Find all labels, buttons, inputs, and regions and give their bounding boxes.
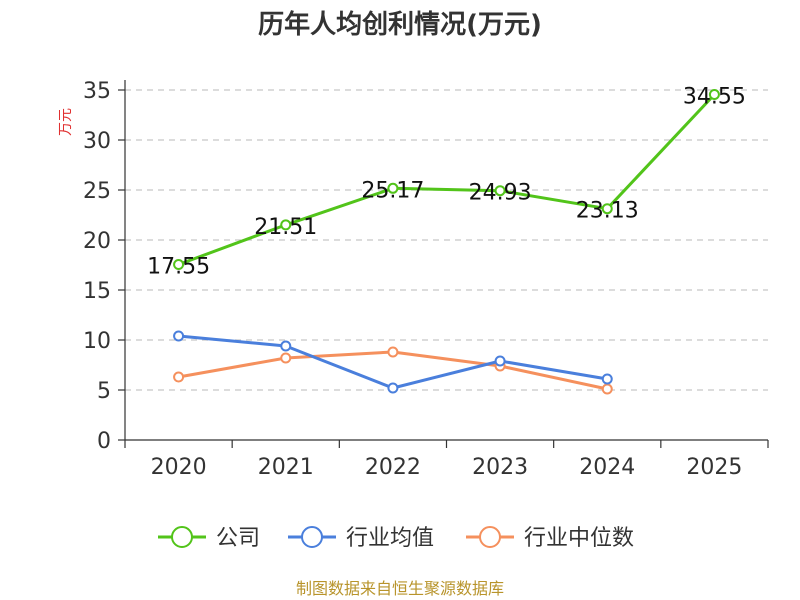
legend-label: 行业均值 bbox=[346, 526, 434, 551]
data-point bbox=[708, 89, 720, 100]
y-tick-label: 0 bbox=[97, 429, 111, 454]
data-point bbox=[280, 340, 292, 352]
series-0: 17.55 21.51 25.17 24.93 23.13 34.55 bbox=[147, 85, 746, 280]
data-point bbox=[601, 373, 613, 385]
data-point bbox=[173, 259, 185, 270]
data-label: 25.17 bbox=[361, 178, 424, 203]
y-tick-label: 25 bbox=[83, 179, 111, 204]
series-line bbox=[178, 334, 608, 390]
y-tick-label: 35 bbox=[83, 79, 111, 104]
legend-item-2[interactable]: 行业中位数 bbox=[466, 526, 634, 551]
data-point bbox=[173, 371, 185, 383]
data-point bbox=[387, 382, 399, 394]
x-tick-label: 2024 bbox=[579, 455, 635, 480]
data-label: 23.13 bbox=[576, 199, 639, 224]
legend-marker bbox=[479, 526, 501, 548]
y-axis-label: 万元 bbox=[58, 108, 74, 136]
series-1 bbox=[173, 330, 613, 394]
x-tick-label: 2023 bbox=[472, 455, 528, 480]
x-tick-label: 2021 bbox=[258, 455, 314, 480]
x-tick-label: 2020 bbox=[151, 455, 207, 480]
y-tick-label: 10 bbox=[83, 329, 111, 354]
data-point bbox=[280, 352, 292, 364]
source-note: 制图数据来自恒生聚源数据库 bbox=[296, 579, 504, 598]
data-label: 24.93 bbox=[469, 181, 532, 206]
y-tick-label: 20 bbox=[83, 229, 111, 254]
y-tick-label: 30 bbox=[83, 129, 111, 154]
legend-item-0[interactable]: 公司 bbox=[158, 526, 260, 551]
legend-marker bbox=[171, 526, 193, 548]
legend-label: 公司 bbox=[216, 526, 260, 551]
data-point bbox=[494, 355, 506, 367]
y-tick-label: 5 bbox=[97, 379, 111, 404]
legend-marker bbox=[301, 526, 323, 548]
series-group: 17.55 21.51 25.17 24.93 23.13 34.55 bbox=[147, 85, 746, 395]
legend[interactable]: 公司 行业均值 行业中位数 bbox=[158, 526, 634, 551]
data-label: 34.55 bbox=[683, 85, 746, 110]
data-point bbox=[494, 185, 506, 197]
data-point bbox=[387, 346, 399, 358]
y-tick-label: 15 bbox=[83, 279, 111, 304]
data-label: 17.55 bbox=[147, 255, 210, 280]
series-line bbox=[178, 93, 716, 266]
x-tick-label: 2022 bbox=[365, 455, 421, 480]
data-label: 21.51 bbox=[254, 215, 317, 240]
legend-label: 行业中位数 bbox=[524, 526, 634, 551]
legend-item-1[interactable]: 行业均值 bbox=[288, 526, 434, 551]
x-tick-label: 2025 bbox=[686, 455, 742, 480]
data-point bbox=[601, 203, 613, 215]
chart-title: 历年人均创利情况(万元) bbox=[258, 9, 542, 40]
data-point bbox=[280, 219, 292, 231]
data-point bbox=[601, 383, 613, 395]
data-point bbox=[387, 182, 399, 194]
gridlines bbox=[125, 89, 768, 391]
data-point bbox=[173, 330, 185, 342]
